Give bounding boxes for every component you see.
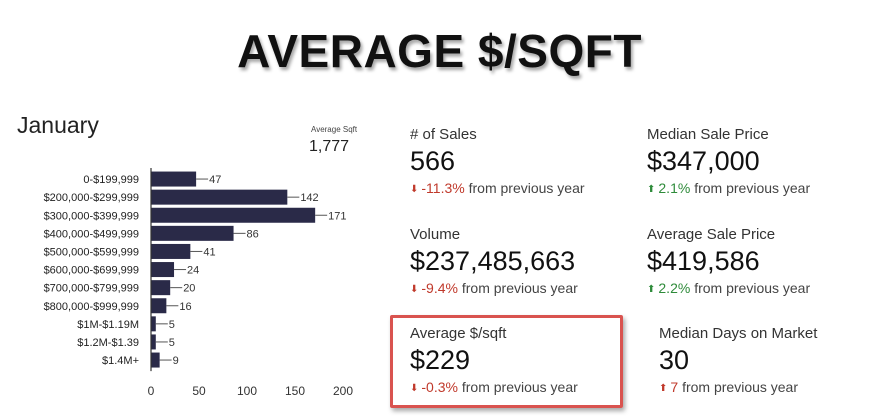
up-arrow-icon: ⬆ — [647, 284, 656, 295]
kpi-change: ⬆ 2.1% from previous year — [647, 180, 810, 196]
kpi-change-suffix: from previous year — [461, 280, 578, 296]
kpi-change: ⬇ -0.3% from previous year — [410, 379, 578, 395]
x-tick-label: 50 — [192, 384, 206, 398]
category-label: $300,000-$399,999 — [44, 210, 139, 222]
average-sqft-caption: Average Sqft — [311, 125, 358, 134]
data-label: 41 — [203, 246, 215, 258]
kpi-label: Volume — [410, 226, 461, 243]
bar — [151, 316, 156, 332]
kpi-change-value: -9.4% — [421, 280, 458, 296]
kpi-value: $229 — [410, 345, 471, 375]
bar — [151, 225, 234, 241]
category-label: $200,000-$299,999 — [44, 192, 139, 204]
down-arrow-icon: ⬇ — [410, 383, 419, 394]
data-label: 16 — [179, 301, 191, 313]
data-label: 9 — [173, 355, 179, 367]
bar — [151, 243, 191, 259]
kpi-change: ⬇ -11.3% from previous year — [410, 180, 585, 196]
kpi-label: Average Sale Price — [647, 226, 776, 243]
kpi-average-sale-price: Average Sale Price $419,586 ⬆ 2.2% from p… — [647, 226, 810, 296]
data-label: 5 — [169, 319, 175, 331]
kpi-value: 566 — [410, 146, 456, 176]
kpi-average-price-per-sqft: Average $/sqft $229 ⬇ -0.3% from previous… — [410, 325, 578, 395]
x-tick-label: 0 — [148, 384, 155, 398]
page-headline: AVERAGE $/SQFT — [237, 25, 642, 77]
kpi-value: $419,586 — [647, 246, 760, 276]
kpi-label: Median Sale Price — [647, 126, 769, 143]
category-label: $800,000-$999,999 — [44, 301, 139, 313]
bar — [151, 171, 197, 187]
kpi-change-value: -11.3% — [421, 180, 465, 196]
kpi-label: # of Sales — [410, 126, 477, 143]
bar — [151, 352, 160, 368]
kpi-change-value: 7 — [670, 379, 679, 395]
kpi-change: ⬆ 2.2% from previous year — [647, 280, 810, 296]
kpi-change-value: -0.3% — [421, 379, 458, 395]
kpi-change-suffix: from previous year — [694, 280, 811, 296]
price-range-bar-chart: 0-$199,999 47 $200,000-$299,999 142 $300,000… — [44, 168, 353, 398]
kpi-value: 30 — [659, 345, 690, 375]
bar — [151, 207, 316, 223]
data-label: 171 — [328, 210, 346, 222]
kpi-label: Average $/sqft — [410, 325, 507, 342]
kpi-label: Median Days on Market — [659, 325, 818, 342]
data-label: 47 — [209, 174, 221, 186]
data-label: 24 — [187, 265, 199, 277]
category-label: 0-$199,999 — [83, 174, 139, 186]
bar — [151, 298, 167, 314]
category-label: $700,000-$799,999 — [44, 283, 139, 295]
kpi-number-of-sales: # of Sales 566 ⬇ -11.3% from previous yea… — [410, 126, 585, 196]
data-label: 20 — [183, 283, 195, 295]
kpi-volume: Volume $237,485,663 ⬇ -9.4% from previous… — [410, 226, 578, 296]
kpi-change-suffix: from previous year — [682, 379, 799, 395]
category-label: $1M-$1.19M — [77, 319, 139, 331]
category-label: $500,000-$599,999 — [44, 246, 139, 258]
x-tick-label: 100 — [237, 384, 257, 398]
average-sqft-value: 1,777 — [309, 138, 350, 155]
bar — [151, 334, 156, 350]
kpi-change-suffix: from previous year — [694, 180, 811, 196]
x-tick-label: 150 — [285, 384, 305, 398]
data-label: 86 — [247, 228, 259, 240]
bar — [151, 280, 171, 296]
month-label: January — [17, 112, 99, 138]
down-arrow-icon: ⬇ — [410, 184, 419, 195]
kpi-change-value: 2.1% — [658, 180, 691, 196]
kpi-value: $237,485,663 — [410, 246, 576, 276]
kpi-change-suffix: from previous year — [468, 180, 585, 196]
kpi-change: ⬆ 7 from previous year — [659, 379, 817, 395]
up-arrow-icon: ⬆ — [659, 383, 668, 394]
down-arrow-icon: ⬇ — [410, 284, 419, 295]
category-label: $600,000-$699,999 — [44, 265, 139, 277]
kpi-change: ⬇ -9.4% from previous year — [410, 280, 578, 296]
kpi-median-days-on-market: Median Days on Market 30 ⬆ 7 from previou… — [659, 325, 817, 395]
bar — [151, 189, 288, 205]
bar — [151, 262, 175, 278]
category-label: $400,000-$499,999 — [44, 228, 139, 240]
highlight-box — [390, 315, 623, 408]
up-arrow-icon: ⬆ — [647, 184, 656, 195]
data-label: 5 — [169, 337, 175, 349]
x-tick-label: 200 — [333, 384, 353, 398]
kpi-value: $347,000 — [647, 146, 760, 176]
kpi-change-suffix: from previous year — [461, 379, 578, 395]
kpi-change-value: 2.2% — [658, 280, 691, 296]
data-label: 142 — [300, 192, 318, 204]
kpi-median-sale-price: Median Sale Price $347,000 ⬆ 2.1% from pr… — [647, 126, 810, 196]
category-label: $1.2M-$1.39 — [77, 337, 139, 349]
category-label: $1.4M+ — [102, 355, 139, 367]
